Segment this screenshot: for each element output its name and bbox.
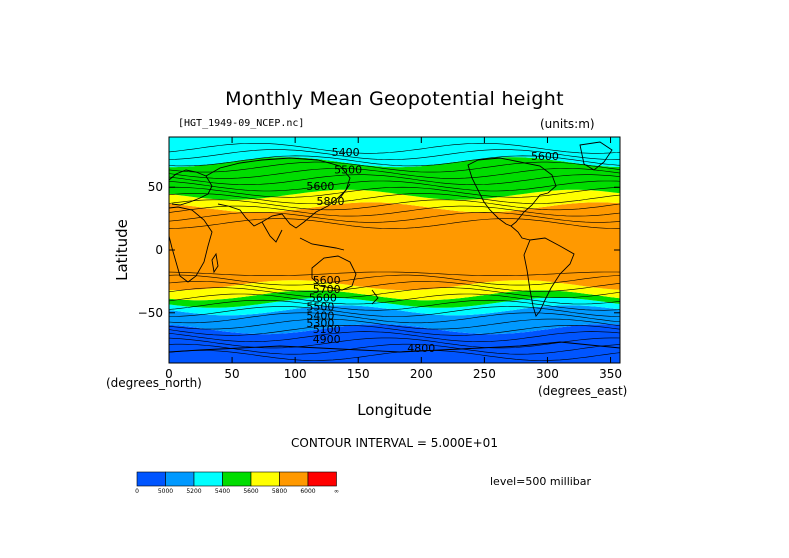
contour-line-12 (169, 274, 620, 286)
contour-line-16 (169, 205, 620, 217)
contour-line-4 (169, 324, 620, 336)
x-tick-label-4: 200 (410, 367, 433, 381)
colorbar-swatch-0 (136, 471, 166, 487)
coastline-asia (205, 157, 351, 229)
contour-line-20 (169, 180, 620, 192)
colorbar: 0 5000 5200 5400 5600 5800 6000 ∞ (135, 471, 339, 495)
contour-label-6: 5700 (313, 283, 341, 296)
contour-line-17 (169, 199, 620, 211)
contour-line-23 (169, 161, 620, 173)
coastline-australia (311, 255, 357, 291)
contour-line-9 (169, 293, 620, 305)
x-tick-label-1: 50 (224, 367, 239, 381)
colorbar-label-4: 5600 (243, 488, 258, 495)
dataset-filename: [HGT_1949-09_NCEP.nc] (178, 118, 305, 129)
contour-labels: 5400550056005600580056005700560055005400… (306, 146, 559, 355)
contour-line-19 (169, 186, 620, 198)
band-1 (169, 305, 620, 335)
contour-label-11: 5100 (313, 323, 341, 336)
chart-title: Monthly Mean Geopotential height (225, 88, 564, 110)
contour-label-1: 5500 (334, 164, 362, 177)
band-6 (169, 189, 620, 213)
coastline-madagascar (211, 252, 219, 274)
x-axis-label: Longitude (357, 401, 432, 419)
y-axis-unit: (degrees_north) (106, 376, 202, 390)
coastline-south-america (523, 237, 575, 317)
coastline-india (261, 221, 283, 243)
colorbar-label-1: 5000 (158, 488, 173, 495)
contour-label-4: 5800 (316, 195, 344, 208)
band-0 (169, 324, 620, 363)
contour-label-8: 5500 (306, 301, 334, 314)
contour-line-10 (169, 287, 620, 299)
contour-label-0: 5400 (332, 146, 360, 159)
y-tick-label-0: 50 (148, 180, 163, 194)
contour-line-24 (169, 155, 620, 167)
contour-label-10: 5300 (306, 317, 334, 330)
x-tick-label-3: 150 (347, 367, 370, 381)
contour-line-8 (169, 299, 620, 311)
contour-line-7 (169, 306, 620, 317)
band-7 (169, 157, 620, 200)
colorbar-label-7: ∞ (334, 488, 339, 495)
contour-line-26 (169, 143, 620, 154)
contour-line-1 (169, 343, 620, 355)
contour-line-5 (169, 318, 620, 330)
contour-line-2 (169, 337, 620, 349)
contour-line-14 (169, 218, 620, 229)
band-2 (169, 297, 620, 316)
band-3 (169, 290, 620, 308)
x-tick-label-2: 100 (284, 367, 307, 381)
contour-line-6 (169, 312, 620, 324)
contour-line-25 (169, 149, 620, 160)
contour-lines (169, 143, 620, 361)
x-tick-label-5: 250 (473, 367, 496, 381)
x-axis-unit: (degrees_east) (538, 384, 628, 398)
coastline-central-america (510, 225, 531, 241)
x-axis: 0 50 100 150 200 250 300 350 (165, 137, 622, 381)
contour-label-13: 4800 (407, 342, 435, 355)
y-tick-label-1: 0 (155, 243, 163, 257)
colorbar-swatch-5 (279, 471, 309, 487)
colorbar-label-2: 5200 (186, 488, 201, 495)
colorbar-swatch-3 (222, 471, 252, 487)
colorbar-swatch-1 (165, 471, 195, 487)
units-label: (units:m) (540, 117, 595, 131)
colorbar-label-0: 0 (135, 488, 139, 495)
coastline-new-zealand (371, 289, 379, 305)
colorbar-label-6: 6000 (300, 488, 315, 495)
contour-label-12: 4900 (313, 333, 341, 346)
coastline-greenland (579, 141, 613, 171)
colorbar-swatch-2 (193, 471, 223, 487)
contour-line-3 (169, 331, 620, 343)
contour-label-3: 5600 (531, 150, 559, 163)
colour-bands (169, 137, 620, 363)
colorbar-swatch-4 (250, 471, 280, 487)
x-tick-label-6: 300 (536, 367, 559, 381)
contour-line-11 (169, 281, 620, 292)
contour-line-22 (169, 168, 620, 179)
x-tick-label-7: 350 (599, 367, 622, 381)
contour-line-15 (169, 211, 620, 223)
contour-line-18 (169, 193, 620, 204)
contour-line-13 (169, 271, 620, 276)
contour-label-9: 5400 (306, 309, 334, 322)
contour-label-5: 5600 (313, 274, 341, 287)
colorbar-label-5: 5800 (272, 488, 287, 495)
contour-label-2: 5600 (306, 180, 334, 193)
contour-line-21 (169, 174, 620, 185)
coastline-africa (169, 206, 213, 283)
contour-label-7: 5600 (309, 292, 337, 305)
x-tick-label-0: 0 (165, 367, 173, 381)
band-5 (169, 202, 620, 291)
level-note: level=500 millibar (490, 475, 592, 488)
colorbar-swatch-6 (307, 471, 337, 487)
y-axis: 50 0 −50 (138, 180, 620, 320)
coastline-japan (339, 183, 351, 199)
contour-interval-note: CONTOUR INTERVAL = 5.000E+01 (291, 436, 498, 450)
y-tick-label-2: −50 (138, 306, 163, 320)
coastline-indonesia (299, 237, 345, 251)
colorbar-label-3: 5400 (215, 488, 230, 495)
